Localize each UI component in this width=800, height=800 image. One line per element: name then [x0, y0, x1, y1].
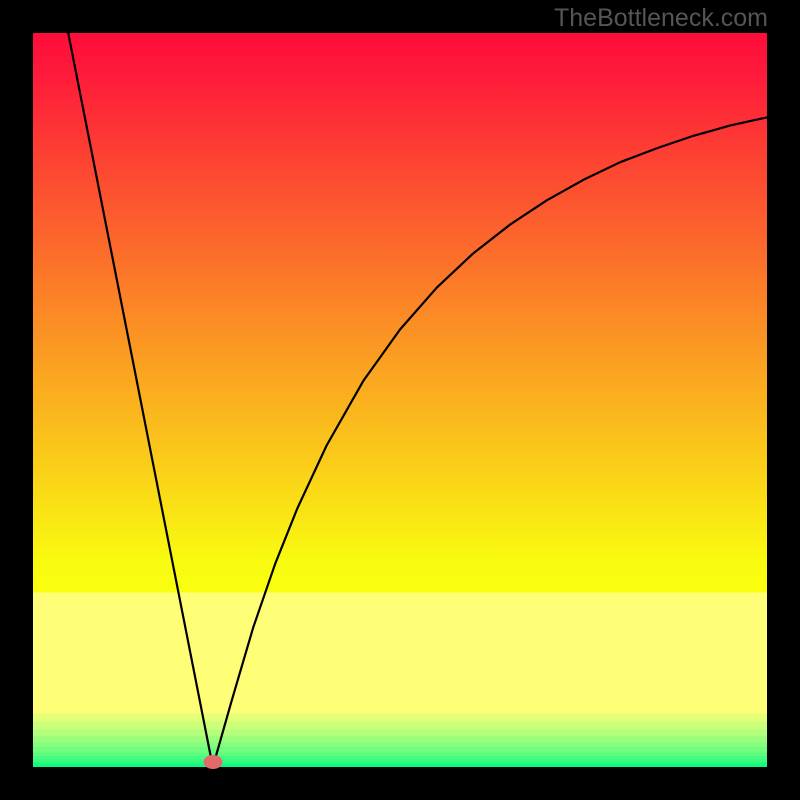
- plot-area: [33, 33, 767, 767]
- watermark-text: TheBottleneck.com: [554, 4, 768, 33]
- bottleneck-curve: [33, 33, 767, 767]
- chart-frame: TheBottleneck.com: [0, 0, 800, 800]
- minimum-marker: [203, 755, 222, 769]
